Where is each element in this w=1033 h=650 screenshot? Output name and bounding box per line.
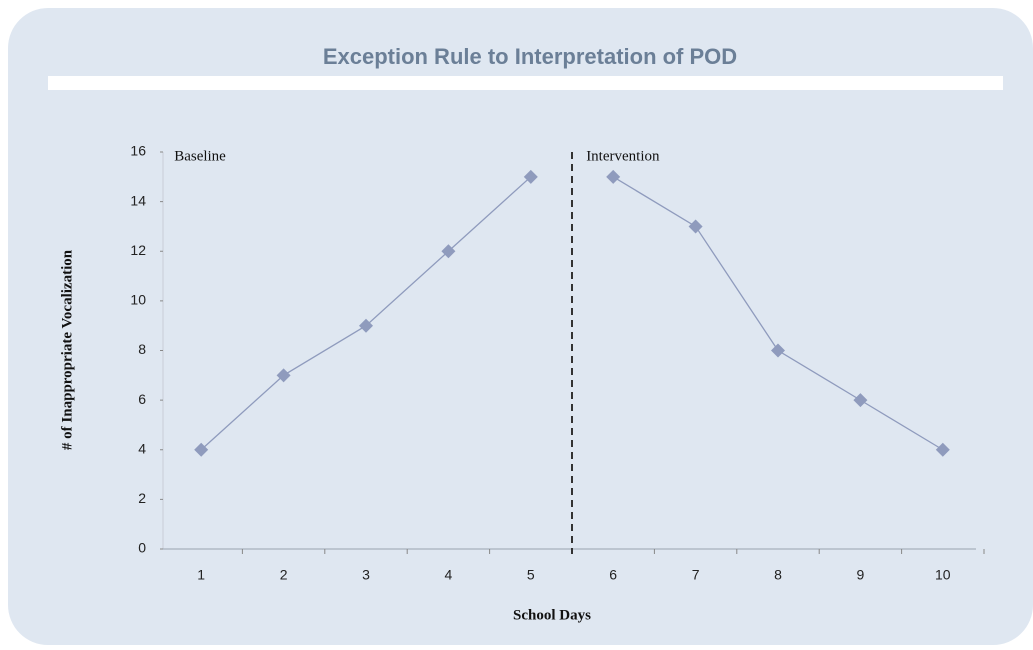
y-tick-label: 8 [138,341,146,357]
y-tick-label: 4 [138,440,146,456]
x-tick-label: 2 [280,567,288,583]
x-tick-label: 4 [445,567,453,583]
x-axis-label: School Days [513,607,591,623]
point [523,169,538,184]
x-tick-label: 5 [527,567,535,583]
chart-title: Exception Rule to Interpretation of POD [323,44,737,69]
point [853,393,868,408]
x-tick-label: 8 [774,567,782,583]
point [441,244,456,259]
y-tick-label: 16 [130,143,146,159]
y-tick-label: 2 [138,490,146,506]
point [606,169,621,184]
title-band [48,76,1003,90]
y-tick-label: 14 [130,192,146,208]
point [935,442,950,457]
point [688,219,703,234]
phase-label: Intervention [586,148,660,164]
x-tick-label: 7 [692,567,700,583]
point [276,368,291,383]
x-tick-label: 1 [197,567,205,583]
panel [8,8,1033,645]
x-tick-label: 6 [609,567,617,583]
x-tick-label: 3 [362,567,370,583]
y-tick-label: 0 [138,540,146,556]
phase-label: Baseline [174,148,226,164]
x-tick-label: 9 [857,567,865,583]
y-tick-label: 6 [138,391,146,407]
y-tick-label: 10 [130,292,146,308]
y-axis-label: # of Inappropriate Vocalization [59,249,75,450]
y-tick-label: 12 [130,242,146,258]
point [771,343,785,358]
x-tick-label: 10 [935,567,951,583]
point [194,442,209,457]
point [359,318,373,333]
